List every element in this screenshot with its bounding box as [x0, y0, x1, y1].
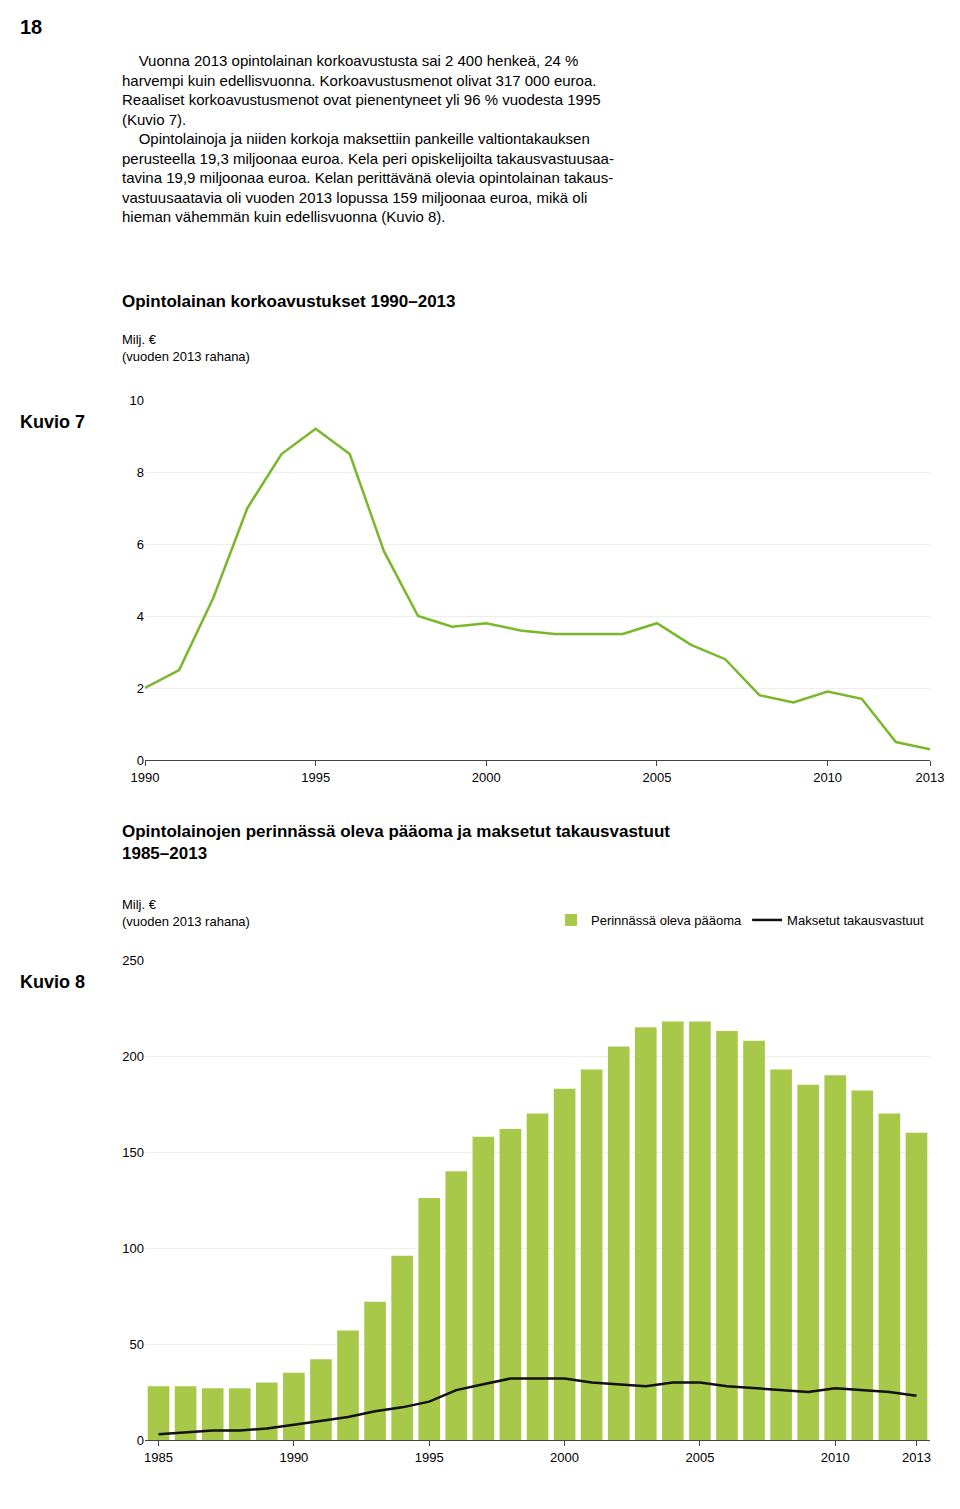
svg-text:4: 4	[137, 609, 144, 624]
svg-text:2010: 2010	[821, 1450, 850, 1465]
svg-text:Kuvio 8: Kuvio 8	[20, 972, 85, 992]
svg-text:1990: 1990	[131, 770, 160, 785]
svg-text:6: 6	[137, 537, 144, 552]
svg-text:2000: 2000	[472, 770, 501, 785]
svg-text:100: 100	[122, 1241, 144, 1256]
svg-text:2005: 2005	[685, 1450, 714, 1465]
svg-text:Maksetut takausvastuut: Maksetut takausvastuut	[787, 913, 924, 928]
svg-text:50: 50	[130, 1337, 144, 1352]
svg-text:1995: 1995	[301, 770, 330, 785]
svg-text:1985: 1985	[144, 1450, 173, 1465]
svg-text:Milj. €(vuoden 2013 rahana): Milj. €(vuoden 2013 rahana)	[122, 332, 250, 364]
svg-text:150: 150	[122, 1145, 144, 1160]
svg-text:Perinnässä oleva pääoma: Perinnässä oleva pääoma	[591, 913, 742, 928]
svg-text:Milj. €(vuoden 2013 rahana): Milj. €(vuoden 2013 rahana)	[122, 897, 250, 929]
svg-text:10: 10	[130, 393, 144, 408]
svg-text:8: 8	[137, 465, 144, 480]
svg-text:1995: 1995	[415, 1450, 444, 1465]
svg-text:2010: 2010	[813, 770, 842, 785]
svg-text:0: 0	[137, 753, 144, 768]
svg-text:250: 250	[122, 953, 144, 968]
svg-text:0: 0	[137, 1433, 144, 1448]
svg-text:2005: 2005	[642, 770, 671, 785]
svg-text:2013: 2013	[902, 1450, 931, 1465]
svg-text:Kuvio 7: Kuvio 7	[20, 412, 85, 432]
svg-text:2013: 2013	[916, 770, 945, 785]
svg-text:2: 2	[137, 681, 144, 696]
svg-text:Opintolainojen perinnässä olev: Opintolainojen perinnässä oleva pääoma j…	[122, 822, 670, 863]
svg-text:Opintolainan korkoavustukset 1: Opintolainan korkoavustukset 1990–2013	[122, 292, 456, 311]
svg-text:2000: 2000	[550, 1450, 579, 1465]
svg-text:200: 200	[122, 1049, 144, 1064]
svg-text:Vuonna 2013 opintolainan korko: Vuonna 2013 opintolainan korkoavustusta …	[122, 52, 614, 225]
svg-text:18: 18	[20, 16, 42, 38]
svg-text:1990: 1990	[279, 1450, 308, 1465]
